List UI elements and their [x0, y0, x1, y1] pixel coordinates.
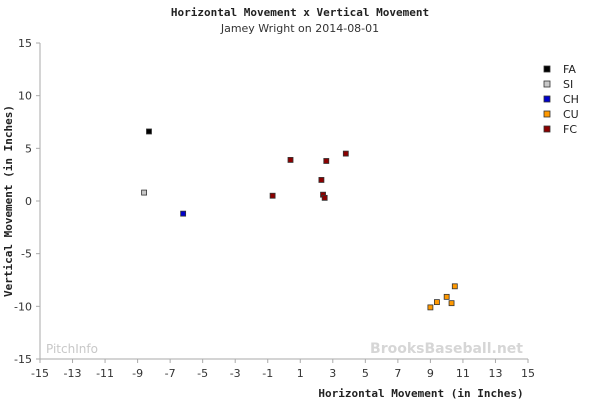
point-fc: [318, 177, 325, 183]
x-tick-label: -15: [31, 367, 49, 380]
legend-label-ch: CH: [563, 93, 579, 106]
x-tick-label: -9: [132, 367, 143, 380]
watermark-pitchinfo: PitchInfo: [46, 342, 98, 356]
y-tick-label: 5: [25, 142, 32, 155]
y-tick-label: -10: [14, 300, 32, 313]
point-fc: [269, 192, 276, 199]
x-tick-label: 9: [427, 367, 434, 380]
x-axis-label: Horizontal Movement (in Inches): [318, 387, 523, 400]
chart-title: Horizontal Movement x Vertical Movement: [170, 6, 430, 19]
y-tick-label: 10: [18, 90, 32, 103]
point-si: [141, 189, 148, 196]
legend-swatch-cu: [543, 110, 551, 118]
tick-labels: -15 -13 -11 -9 -7 -5 -3 -1 1 3 5 7 9 11 13 15151050-5-1…: [14, 37, 535, 380]
x-tick-label: 3: [329, 367, 336, 380]
point-ch: [180, 210, 187, 217]
x-tick-label: 7: [394, 367, 401, 380]
chart-subtitle: Jamey Wright on 2014-08-01: [220, 22, 380, 35]
legend-label-cu: CU: [563, 108, 579, 121]
point-fa: [146, 128, 152, 135]
legend-swatch-fa: [543, 65, 551, 73]
y-axis-label: Vertical Movement (in Inches): [2, 105, 15, 297]
legend-swatch-ch: [543, 95, 551, 103]
x-tick-label: 15: [521, 367, 535, 380]
point-cu: [427, 304, 434, 311]
x-tick-label: 5: [362, 367, 369, 380]
x-tick-label: -1: [262, 367, 273, 380]
point-fc: [342, 150, 349, 157]
watermarks: PitchInfo BrooksBaseball.net: [46, 341, 523, 357]
legend-label-fa: FA: [563, 63, 576, 76]
legend-label-fc: FC: [563, 123, 577, 136]
legend-swatch-si: [543, 80, 551, 88]
legend: FA SI CH CU FC: [543, 63, 579, 136]
x-tick-label: -7: [165, 367, 176, 380]
x-tick-label: -3: [230, 367, 241, 380]
x-tick-label: -5: [197, 367, 208, 380]
y-tick-label: -15: [14, 353, 32, 366]
x-tick-label: 1: [297, 367, 304, 380]
point-fc: [287, 157, 294, 163]
point-fc: [323, 158, 330, 164]
point-fc: [321, 194, 328, 201]
y-tick-label: 0: [25, 195, 32, 208]
x-tick-label: -13: [64, 367, 82, 380]
point-cu: [434, 299, 440, 306]
legend-label-si: SI: [563, 78, 573, 91]
point-cu: [443, 293, 450, 300]
x-tick-label: -11: [96, 367, 114, 380]
data-points: [141, 128, 458, 311]
watermark-brooksbaseball: BrooksBaseball.net: [370, 341, 523, 357]
x-tick-label: 13: [488, 367, 502, 380]
point-cu: [448, 300, 455, 307]
axes: [39, 43, 528, 360]
point-cu: [451, 283, 458, 290]
y-tick-label: 15: [18, 37, 32, 50]
x-tick-label: 11: [456, 367, 470, 380]
y-tick-label: -5: [21, 248, 32, 261]
legend-swatch-fc: [543, 125, 551, 133]
